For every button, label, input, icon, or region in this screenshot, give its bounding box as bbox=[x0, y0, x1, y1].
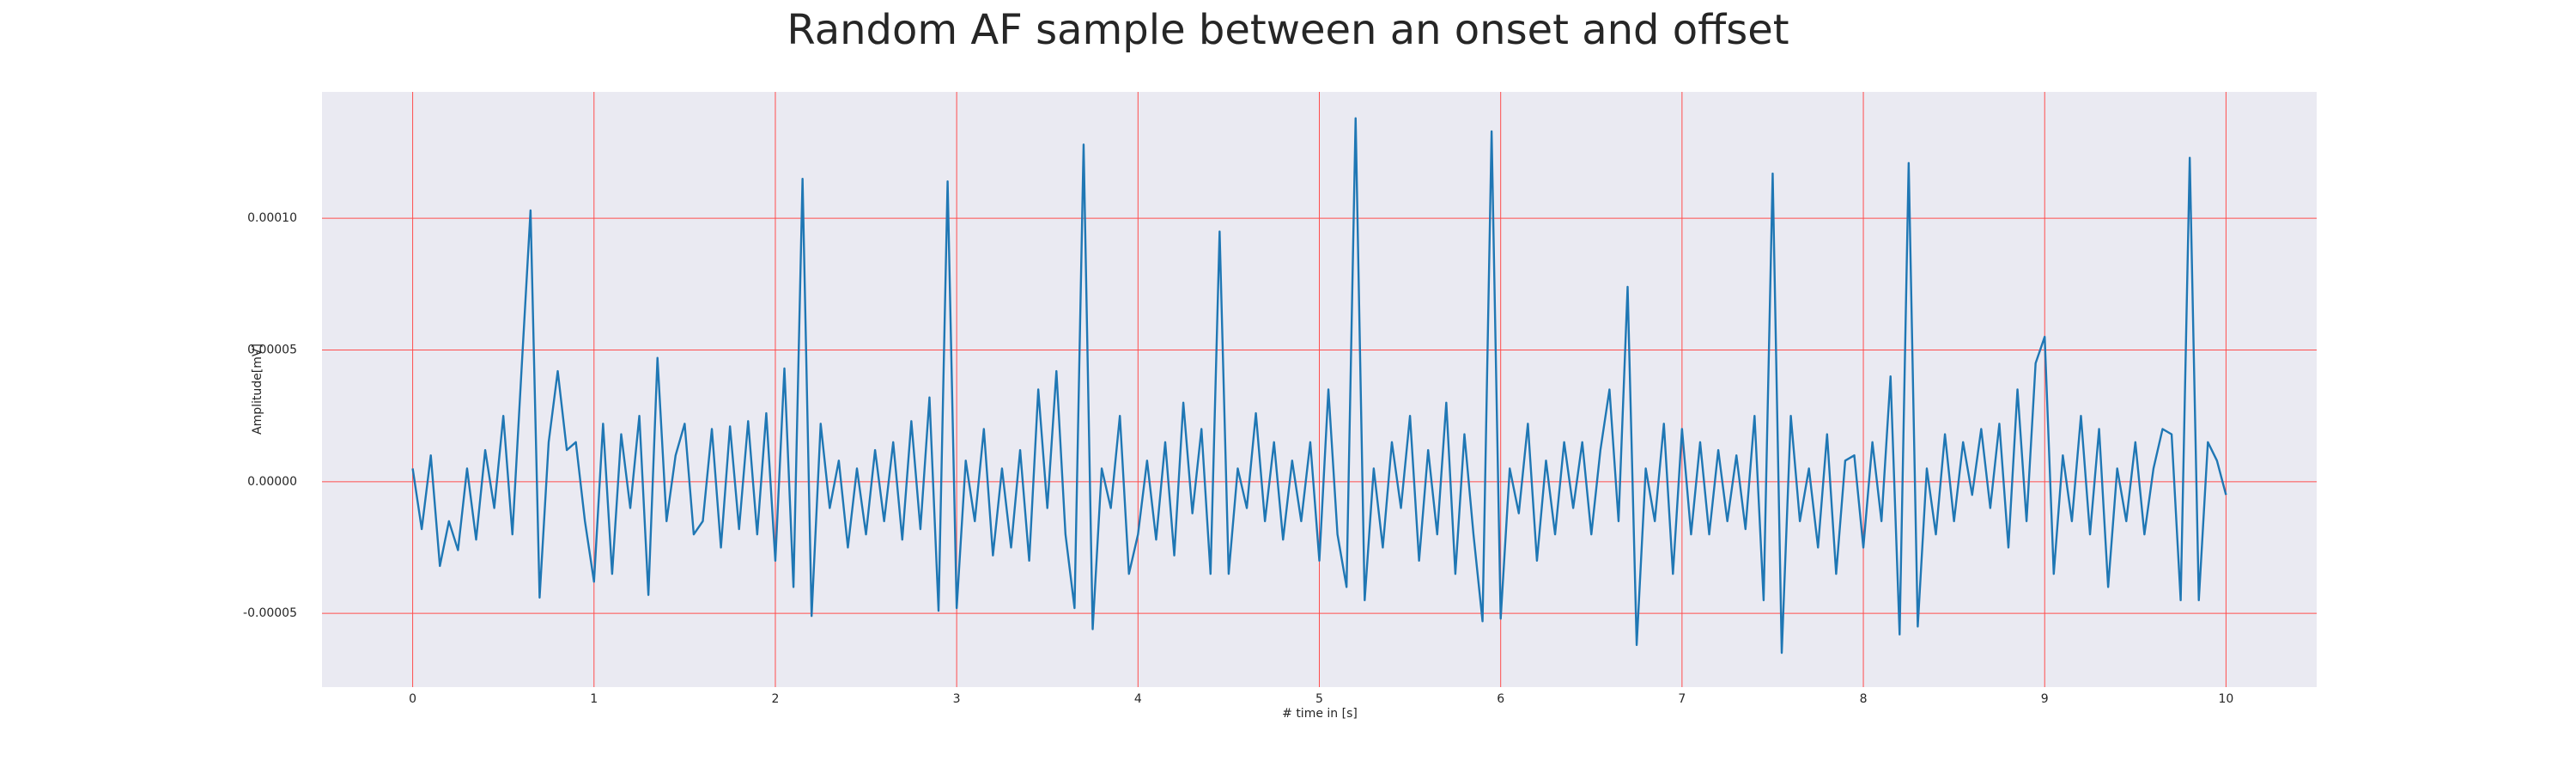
y-tick-label: 0.00000 bbox=[247, 475, 297, 489]
x-tick-label: 0 bbox=[409, 692, 416, 706]
x-tick-label: 6 bbox=[1497, 692, 1504, 706]
x-axis-label: # time in [s] bbox=[1282, 707, 1358, 721]
y-axis-label: Amplitude[mV] bbox=[251, 344, 264, 435]
x-tick-label: 7 bbox=[1678, 692, 1686, 706]
signal-line bbox=[411, 117, 2227, 654]
y-tick-label: 0.00005 bbox=[247, 344, 297, 357]
x-tick-label: 5 bbox=[1315, 692, 1323, 706]
x-tick-label: 4 bbox=[1134, 692, 1142, 706]
y-tick-label: -0.00005 bbox=[243, 606, 297, 620]
x-tick-label: 2 bbox=[771, 692, 779, 706]
x-tick-label: 8 bbox=[1860, 692, 1868, 706]
x-tick-label: 1 bbox=[590, 692, 598, 706]
x-tick-label: 9 bbox=[2041, 692, 2049, 706]
x-tick-label: 10 bbox=[2218, 692, 2233, 706]
y-tick-label: 0.00010 bbox=[247, 211, 297, 225]
x-tick-label: 3 bbox=[953, 692, 961, 706]
chart-title: Random AF sample between an onset and of… bbox=[787, 6, 1789, 54]
